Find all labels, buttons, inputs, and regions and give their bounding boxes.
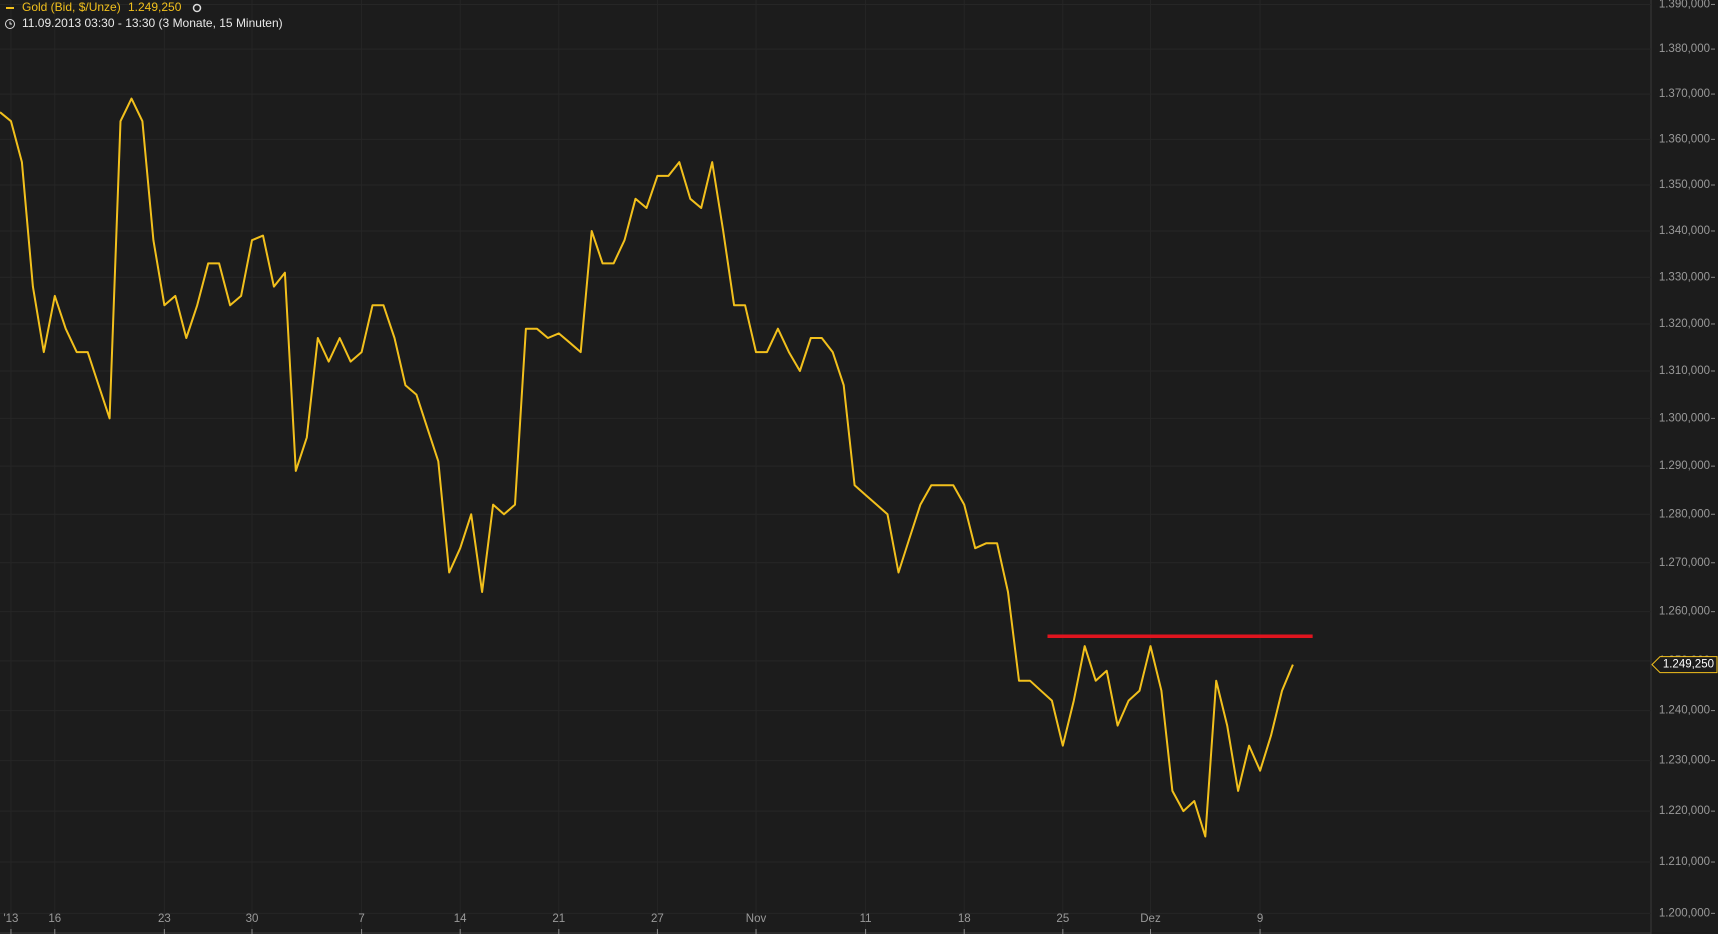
y-tick-label: 1.290,000 xyxy=(1659,460,1710,472)
y-tick-label: 1.270,000 xyxy=(1659,557,1710,569)
y-tick-label: 1.350,000 xyxy=(1659,179,1710,191)
y-tick-label: 1.320,000 xyxy=(1659,318,1710,330)
settings-icon[interactable] xyxy=(192,3,202,13)
y-tick-label: 1.330,000 xyxy=(1659,271,1710,283)
x-tick-label: 14 xyxy=(454,913,467,925)
x-tick-label: 9 xyxy=(1257,913,1263,925)
y-tick-label: 1.380,000 xyxy=(1659,43,1710,55)
y-tick-label: 1.200,000 xyxy=(1659,907,1710,919)
last-value-label: 1.249,250 xyxy=(1663,659,1714,671)
x-tick-label: Nov xyxy=(746,913,767,925)
y-tick-label: 1.240,000 xyxy=(1659,705,1710,717)
legend: Gold (Bid, $/Unze) 1.249,250 11.09.2013 … xyxy=(5,0,283,30)
x-tick-label: 27 xyxy=(651,913,664,925)
x-tick-label: 25 xyxy=(1056,913,1069,925)
subtitle: 11.09.2013 03:30 - 13:30 (3 Monate, 15 M… xyxy=(22,16,283,30)
x-tick-label: 23 xyxy=(158,913,171,925)
y-tick-label: 1.230,000 xyxy=(1659,755,1710,767)
y-tick-label: 1.300,000 xyxy=(1659,412,1710,424)
legend-value: 1.249,250 xyxy=(128,0,182,14)
x-tick-label: 7 xyxy=(358,913,364,925)
x-tick-label: '13 xyxy=(3,913,18,925)
y-tick-label: 1.210,000 xyxy=(1659,856,1710,868)
y-tick-label: 1.390,000 xyxy=(1659,0,1710,10)
x-tick-label: 18 xyxy=(958,913,971,925)
legend-title: Gold (Bid, $/Unze) xyxy=(22,0,121,14)
y-tick-label: 1.260,000 xyxy=(1659,606,1710,618)
y-tick-label: 1.340,000 xyxy=(1659,225,1710,237)
clock-icon xyxy=(5,19,15,29)
clock-hands xyxy=(9,21,12,25)
y-tick-label: 1.280,000 xyxy=(1659,508,1710,520)
x-tick-label: 11 xyxy=(860,913,872,925)
x-tick-label: 21 xyxy=(552,913,565,925)
last-value-badge xyxy=(1651,656,1718,674)
x-tick-label: Dez xyxy=(1140,913,1161,925)
price-line xyxy=(0,97,1294,838)
legend-swatch xyxy=(6,7,14,9)
x-tick-label: 30 xyxy=(246,913,259,925)
x-tick-label: 16 xyxy=(48,913,61,925)
y-tick-label: 1.370,000 xyxy=(1659,88,1710,100)
y-tick-label: 1.360,000 xyxy=(1659,133,1710,145)
y-tick-label: 1.220,000 xyxy=(1659,805,1710,817)
y-tick-label: 1.310,000 xyxy=(1659,365,1710,377)
